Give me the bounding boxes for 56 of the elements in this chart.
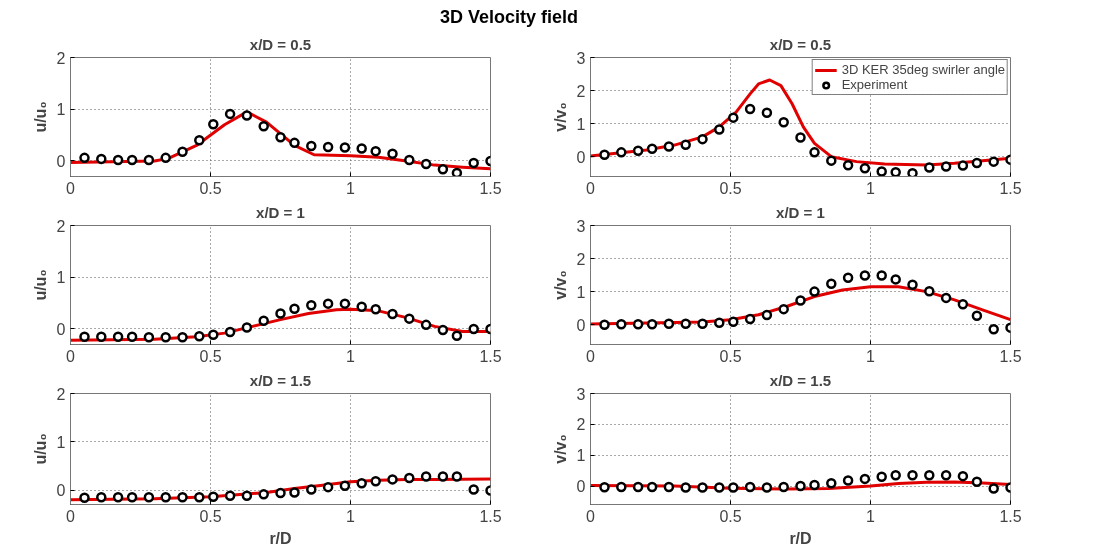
x-tick-label: 1 (346, 507, 356, 525)
legend-label: Experiment (841, 77, 908, 92)
x-tick-label: 0.5 (199, 179, 222, 197)
x-tick-label: 0.5 (719, 507, 742, 525)
y-tick-label: 0 (56, 482, 66, 500)
x-axis-title: r/D (269, 529, 292, 547)
y-tick-label: 0 (576, 478, 586, 495)
x-tick-label: 1.5 (479, 179, 502, 197)
x-tick-label: 1 (866, 347, 876, 365)
x-tick-label: 0.5 (199, 347, 222, 365)
chart-title: x/D = 0.5 (249, 35, 312, 53)
y-axis-title: v/v₀ (551, 102, 569, 132)
y-axis-title: u/u₀ (31, 101, 49, 133)
y-axis-title: u/u₀ (31, 433, 49, 465)
y-tick-label: 0 (576, 148, 586, 166)
y-tick-label: 3 (576, 385, 586, 403)
y-axis-title: u/u₀ (31, 269, 49, 301)
x-tick-label: 1 (866, 507, 876, 525)
x-tick-label: 1 (346, 347, 356, 365)
x-tick-label: 0.5 (719, 179, 742, 197)
chart-title: x/D = 1.5 (249, 371, 312, 389)
legend-label: 3D KER 35deg swirler angle (841, 62, 1005, 77)
chart-title: x/D = 1.5 (769, 371, 832, 389)
x-tick-label: 1 (866, 179, 876, 197)
y-axis-title: v/v₀ (551, 270, 569, 300)
y-tick-label: 0 (56, 152, 66, 170)
chart-title: x/D = 1 (256, 203, 305, 221)
x-axis-title: r/D (789, 529, 812, 547)
y-tick-label: 1 (576, 115, 586, 133)
y-tick-label: 3 (576, 217, 586, 235)
y-tick-label: 0 (56, 320, 66, 338)
y-tick-label: 2 (56, 49, 66, 67)
x-tick-label: 1.5 (479, 347, 502, 365)
chart-title: x/D = 1 (776, 203, 825, 221)
y-tick-label: 2 (576, 82, 586, 100)
y-tick-label: 2 (56, 217, 66, 235)
y-tick-label: 2 (56, 385, 66, 403)
y-tick-label: 2 (576, 250, 586, 268)
x-tick-label: 1 (346, 179, 356, 197)
y-tick-label: 1 (576, 447, 586, 465)
y-tick-label: 0 (576, 316, 586, 334)
y-tick-label: 2 (576, 416, 586, 434)
y-tick-label: 1 (56, 101, 66, 119)
y-tick-label: 1 (576, 283, 586, 301)
x-tick-label: 1.5 (999, 507, 1022, 525)
x-tick-label: 0.5 (719, 347, 742, 365)
chart-title: x/D = 0.5 (769, 35, 832, 53)
x-tick-label: 0.5 (199, 507, 222, 525)
x-tick-label: 1.5 (999, 179, 1022, 197)
x-tick-label: 1.5 (999, 347, 1022, 365)
y-tick-label: 3 (576, 49, 586, 67)
y-axis-title: v/v₀ (551, 434, 569, 464)
y-tick-label: 1 (56, 269, 66, 287)
y-tick-label: 1 (56, 433, 66, 451)
text: 3D Velocity field (440, 7, 579, 27)
x-tick-label: 1.5 (479, 507, 502, 525)
